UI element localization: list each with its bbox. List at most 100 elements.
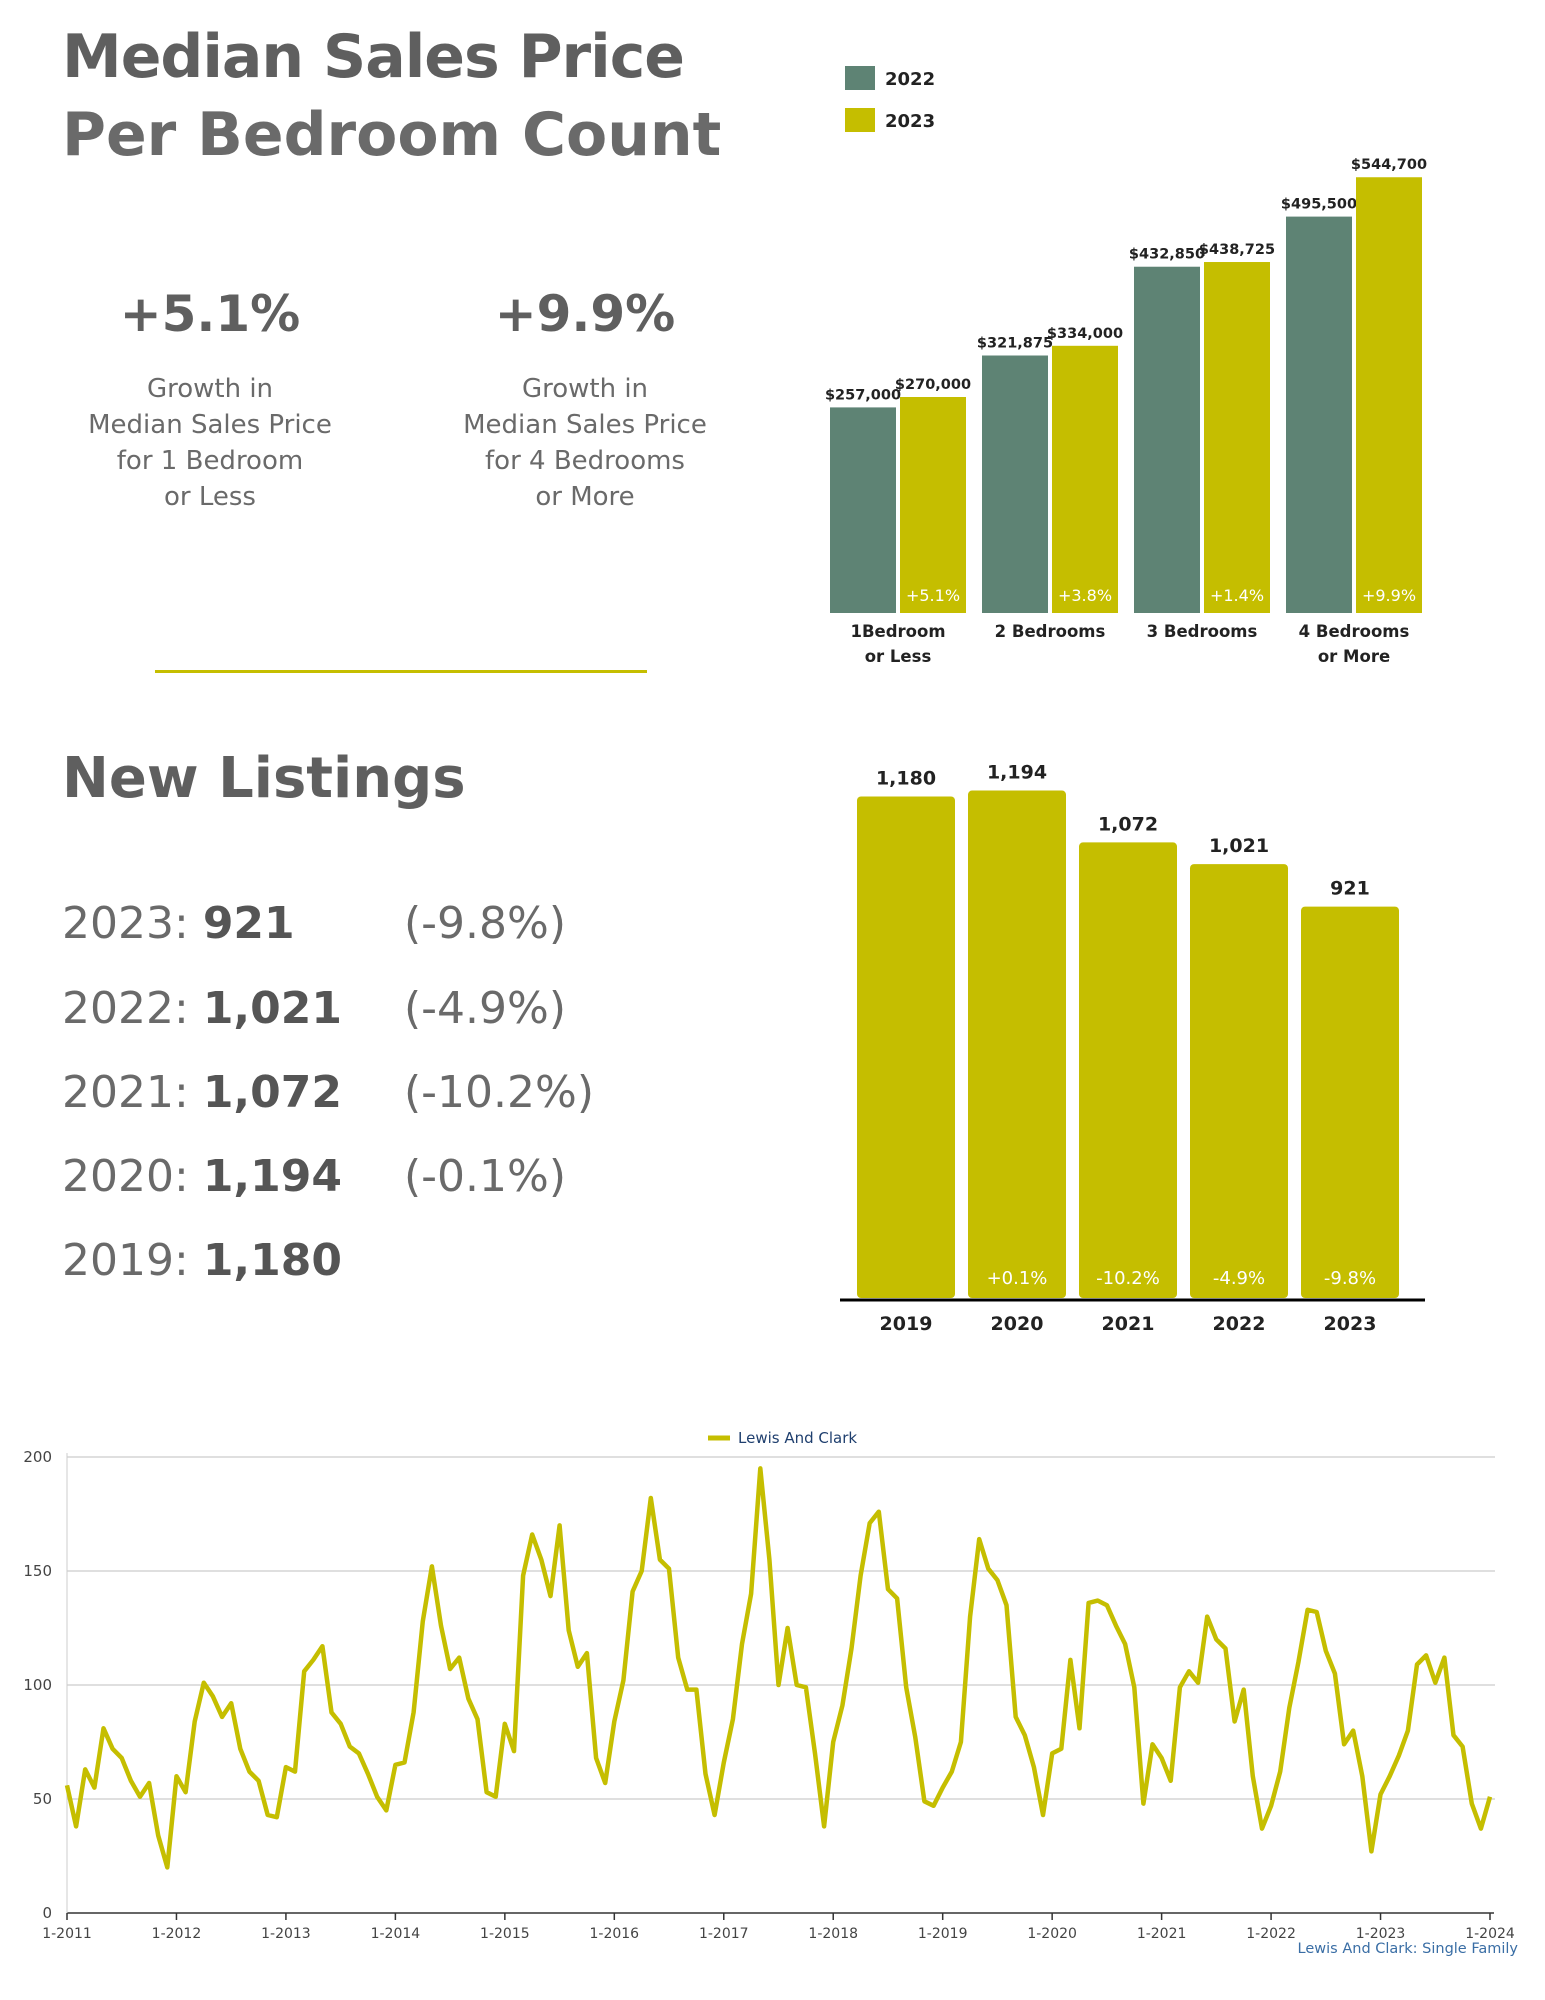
- y-tick-label: 200: [23, 1448, 52, 1466]
- bar-change-label: +1.4%: [1210, 586, 1264, 605]
- listing-row-2023: 2023: 921 (-9.8%): [62, 898, 566, 958]
- legend-label-2023: 2023: [885, 111, 935, 132]
- listing-row-2020: 2020: 1,194 (-0.1%): [62, 1151, 566, 1211]
- bar-value-label: $432,850: [1129, 247, 1205, 263]
- y-tick-label: 0: [42, 1904, 52, 1922]
- category-label: 3 Bedrooms: [1147, 622, 1258, 641]
- x-tick-label: 1-2014: [371, 1926, 421, 1942]
- category-label: or Less: [865, 647, 932, 666]
- bar-2022-0: [830, 407, 896, 613]
- y-tick-label: 100: [23, 1676, 52, 1694]
- listing-value: 921: [202, 898, 295, 949]
- x-tick-label: 1-2018: [808, 1926, 858, 1942]
- listing-bar-value: 1,194: [987, 762, 1047, 784]
- listing-bar-value: 1,180: [876, 768, 936, 790]
- bar-value-label: $321,875: [977, 336, 1053, 352]
- listing-change: (-4.9%): [404, 983, 566, 1034]
- category-label: 1Bedroom: [850, 622, 945, 641]
- bar-2022-2: [1134, 266, 1200, 613]
- legend-swatch-2022: [845, 66, 875, 90]
- bar-2023-2: [1204, 262, 1270, 613]
- x-tick-label: 1-2015: [480, 1926, 530, 1942]
- listing-change: (-10.2%): [404, 1067, 594, 1118]
- bar-value-label: $257,000: [825, 387, 901, 403]
- x-tick-label: 1-2017: [699, 1926, 749, 1942]
- category-label: or More: [1318, 647, 1390, 666]
- bar-value-label: $270,000: [895, 377, 971, 393]
- y-tick-label: 50: [33, 1790, 52, 1808]
- listing-year-label: 2021: [1102, 1313, 1155, 1335]
- listing-year: 2021:: [62, 1067, 189, 1118]
- listing-value: 1,021: [202, 983, 342, 1034]
- listing-bar-2022: [1190, 864, 1288, 1298]
- median-title: Median Sales Price: [62, 22, 685, 92]
- stat-4bed: +9.9% Growth in Median Sales Price for 4…: [420, 285, 750, 515]
- stat-1bed-description: Growth in Median Sales Price for 1 Bedro…: [88, 374, 332, 512]
- x-tick-label: 1-2023: [1356, 1926, 1406, 1942]
- x-tick-label: 1-2012: [152, 1926, 202, 1942]
- listing-bar-change: -10.2%: [1096, 1268, 1160, 1289]
- bar-value-label: $438,725: [1199, 242, 1275, 258]
- listing-year-label: 2020: [991, 1313, 1044, 1335]
- listing-change: (-0.1%): [404, 1151, 566, 1202]
- listing-row-2022: 2022: 1,021 (-4.9%): [62, 983, 566, 1043]
- bar-2023-1: [1052, 345, 1118, 613]
- legend-label-2022: 2022: [885, 69, 935, 90]
- listing-bar-change: +0.1%: [987, 1268, 1048, 1289]
- legend-swatch-2023: [845, 108, 875, 132]
- listing-year: 2020:: [62, 1151, 189, 1202]
- bedroom-price-chart: 2022 2023 $257,000$270,000 +5.1% 1Bedroom or …: [825, 66, 1427, 666]
- bar-value-label: $544,700: [1351, 157, 1427, 173]
- listing-year-label: 2019: [880, 1313, 933, 1335]
- category-label: 2 Bedrooms: [995, 622, 1106, 641]
- monthly-listings-line-chart: 0 50 100 150 200 1-2011 1-2012 1-2013 1-2014 1-20…: [23, 1429, 1518, 1957]
- median-subtitle: Per Bedroom Count: [62, 100, 722, 170]
- listings-title: New Listings: [62, 746, 466, 811]
- section-divider: [155, 670, 647, 673]
- y-tick-label: 150: [23, 1562, 52, 1580]
- bar-change-label: +3.8%: [1058, 586, 1112, 605]
- listing-year: 2019:: [62, 1235, 189, 1286]
- listing-bar-change: -9.8%: [1324, 1268, 1376, 1289]
- listing-bar-value: 1,072: [1098, 813, 1158, 835]
- listing-bar-2019: [857, 796, 955, 1298]
- stat-4bed-description: Growth in Median Sales Price for 4 Bedro…: [463, 374, 707, 512]
- series-line-lewis-and-clark: [64, 1466, 1493, 1870]
- listing-value: 1,180: [202, 1235, 342, 1286]
- x-tick-label: 1-2016: [590, 1926, 640, 1942]
- bar-2023-3: [1356, 177, 1422, 614]
- x-tick-label: 1-2020: [1027, 1926, 1077, 1942]
- bar-value-label: $334,000: [1047, 326, 1123, 342]
- listing-bar-2021: [1079, 842, 1177, 1298]
- x-tick-label: 1-2021: [1137, 1926, 1187, 1942]
- listing-value: 1,072: [202, 1067, 342, 1118]
- stat-1bed: +5.1% Growth in Median Sales Price for 1…: [45, 285, 375, 515]
- listing-row-2021: 2021: 1,072 (-10.2%): [62, 1067, 594, 1127]
- x-tick-label: 1-2011: [42, 1926, 92, 1942]
- x-tick-label: 1-2019: [918, 1926, 968, 1942]
- listing-year: 2022:: [62, 983, 189, 1034]
- listing-bar-2023: [1301, 906, 1399, 1298]
- x-tick-label: 1-2022: [1246, 1926, 1296, 1942]
- stat-1bed-value: +5.1%: [119, 285, 301, 343]
- bar-change-label: +5.1%: [906, 586, 960, 605]
- category-label: 4 Bedrooms: [1299, 622, 1410, 641]
- listing-bar-2020: [968, 790, 1066, 1298]
- bar-2022-1: [982, 355, 1048, 613]
- listing-year-label: 2022: [1213, 1313, 1266, 1335]
- listing-change: (-9.8%): [404, 898, 566, 949]
- x-tick-label: 1-2024: [1465, 1926, 1515, 1942]
- bar-2023-0: [900, 397, 966, 613]
- listing-year-label: 2023: [1324, 1313, 1377, 1335]
- bar-value-label: $495,500: [1281, 197, 1357, 213]
- listing-row-2019: 2019: 1,180: [62, 1235, 342, 1295]
- bar-2022-3: [1286, 216, 1352, 613]
- bar-change-label: +9.9%: [1362, 586, 1416, 605]
- listing-value: 1,194: [202, 1151, 342, 1202]
- line-legend-label: Lewis And Clark: [738, 1429, 857, 1447]
- x-tick-label: 1-2013: [261, 1926, 311, 1942]
- stat-4bed-value: +9.9%: [494, 285, 676, 343]
- listing-bar-value: 921: [1330, 878, 1370, 900]
- listing-bar-change: -4.9%: [1213, 1268, 1265, 1289]
- new-listings-chart: 1,180 2019 1,194 +0.1% 2020 1,072 -10.2% 2021 1,…: [840, 762, 1425, 1335]
